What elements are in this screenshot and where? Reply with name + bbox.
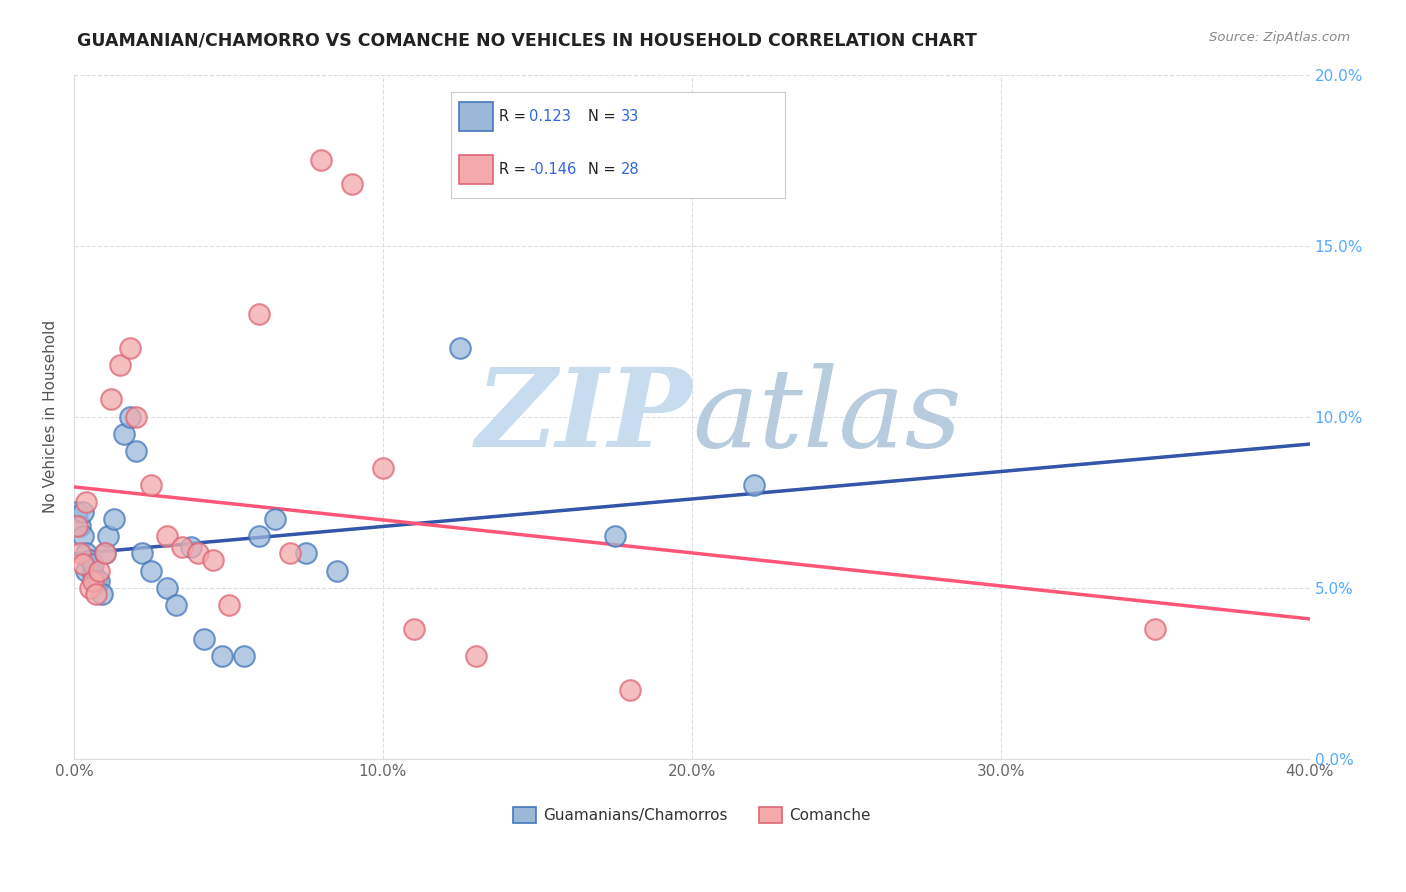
Point (141, 478, 163, 492)
Point (79, 553, 101, 567)
Y-axis label: No Vehicles in Household: No Vehicles in Household (44, 320, 58, 513)
Point (294, 546, 316, 560)
Text: atlas: atlas (692, 363, 962, 470)
Point (1144, 622, 1167, 636)
Point (371, 461, 394, 475)
Point (79, 581, 101, 595)
Point (156, 581, 179, 595)
Point (110, 358, 132, 372)
Point (464, 648, 486, 663)
Point (84, 574, 107, 588)
Point (75, 564, 97, 578)
Point (325, 564, 347, 578)
Point (156, 529, 179, 543)
Point (619, 683, 641, 698)
Point (309, 153, 332, 167)
Point (72, 505, 94, 519)
Point (87, 574, 110, 588)
Point (97, 529, 120, 543)
Point (193, 632, 215, 646)
Point (69, 519, 91, 533)
Point (84, 587, 107, 601)
Point (75, 495, 97, 509)
Point (402, 622, 425, 636)
Point (72, 557, 94, 571)
Point (82, 566, 104, 581)
Point (69, 546, 91, 560)
Point (118, 409, 141, 424)
Point (180, 540, 202, 554)
Point (82, 574, 104, 588)
Point (263, 512, 285, 526)
Legend: Guamanians/Chamorros, Comanche: Guamanians/Chamorros, Comanche (513, 807, 870, 823)
Point (141, 564, 163, 578)
Point (87, 564, 110, 578)
Point (94, 546, 117, 560)
Point (233, 648, 256, 663)
Text: ZIP: ZIP (475, 363, 692, 470)
Point (100, 392, 122, 407)
Point (72, 529, 94, 543)
Point (82, 557, 104, 571)
Point (103, 512, 125, 526)
Point (125, 443, 148, 458)
Point (187, 546, 209, 560)
Point (90, 587, 112, 601)
Point (218, 598, 240, 612)
Point (202, 553, 225, 567)
Point (118, 341, 141, 355)
Point (249, 307, 271, 321)
Point (165, 598, 187, 612)
Point (112, 426, 135, 441)
Point (278, 546, 301, 560)
Point (449, 341, 471, 355)
Point (742, 478, 765, 492)
Point (75, 546, 97, 560)
Text: GUAMANIAN/CHAMORRO VS COMANCHE NO VEHICLES IN HOUSEHOLD CORRELATION CHART: GUAMANIAN/CHAMORRO VS COMANCHE NO VEHICL… (77, 31, 977, 49)
Point (603, 529, 626, 543)
Point (211, 648, 233, 663)
Point (249, 529, 271, 543)
Point (66, 505, 89, 519)
Point (131, 546, 153, 560)
Point (66, 519, 89, 533)
Text: Source: ZipAtlas.com: Source: ZipAtlas.com (1209, 31, 1350, 45)
Point (125, 409, 148, 424)
Point (340, 177, 363, 191)
Point (94, 546, 117, 560)
Point (172, 540, 194, 554)
